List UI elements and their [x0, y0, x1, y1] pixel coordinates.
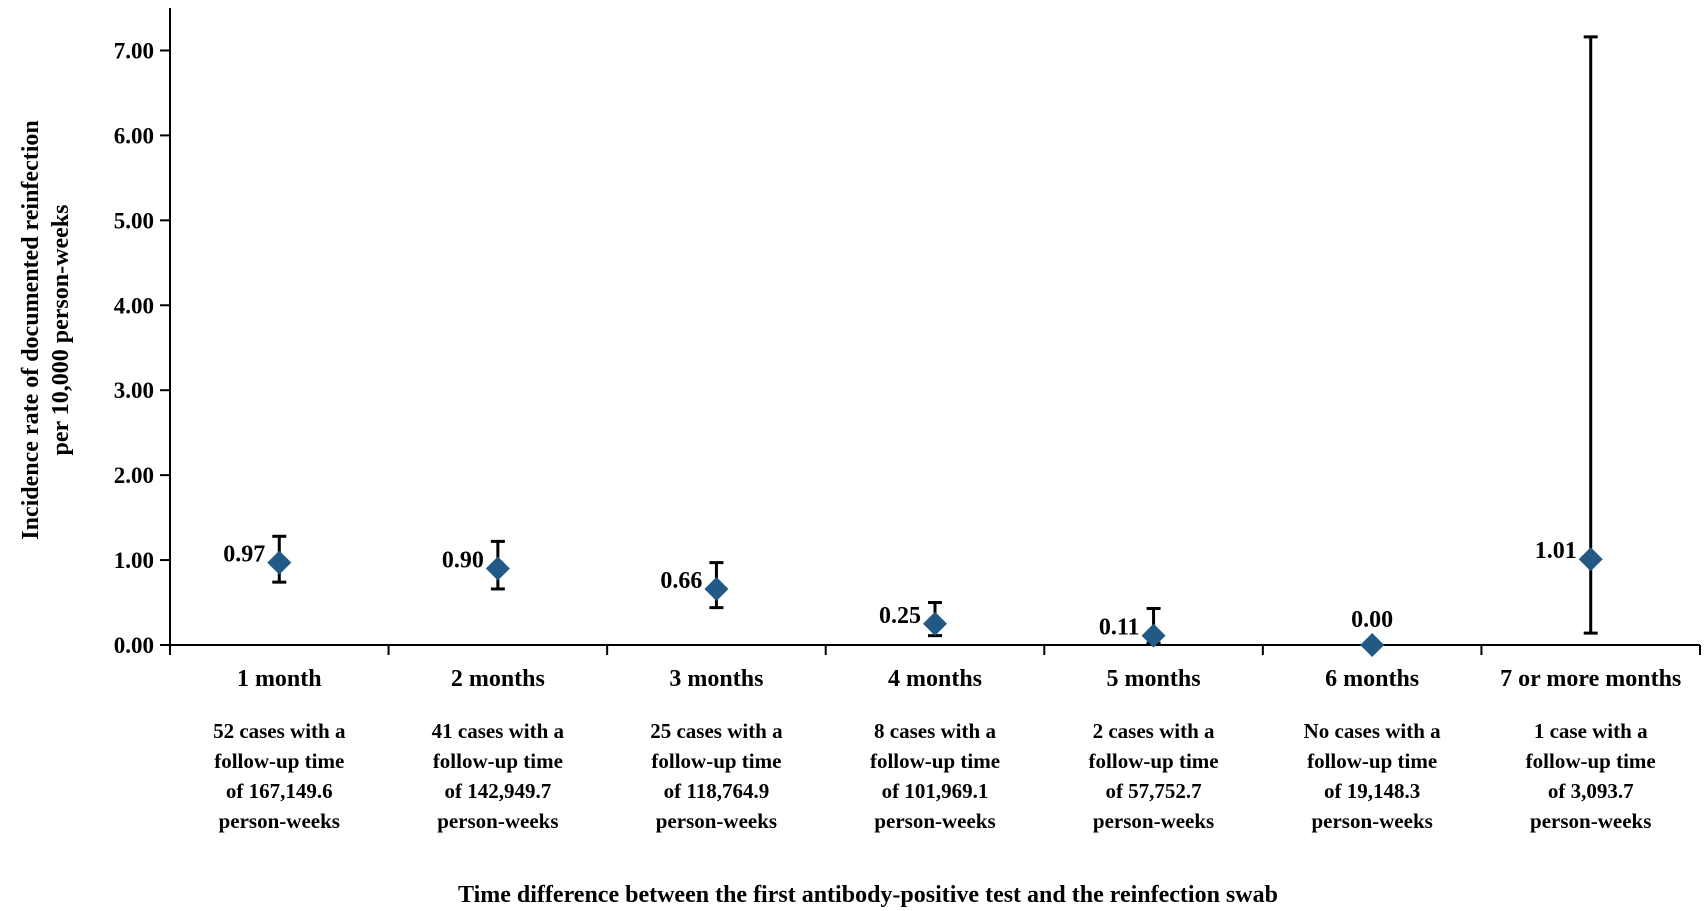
data-point-0[interactable]	[267, 550, 292, 575]
y-tick-label-5: 5.00	[114, 208, 154, 233]
category-note-5-line-0: No cases with a	[1304, 719, 1442, 743]
x-category-label-2: 3 months	[669, 666, 763, 692]
x-category-label-5: 6 months	[1325, 666, 1419, 692]
category-note-6-line-2: of 3,093.7	[1548, 779, 1634, 803]
data-label-3: 0.25	[879, 603, 921, 629]
category-note-6-line-1: follow-up time	[1526, 749, 1656, 773]
x-axis-title: Time difference between the first antibo…	[458, 882, 1278, 908]
data-label-1: 0.90	[442, 548, 484, 574]
category-note-5-line-1: follow-up time	[1307, 749, 1437, 773]
category-note-1-line-0: 41 cases with a	[432, 719, 565, 743]
data-point-2[interactable]	[704, 576, 729, 601]
data-point-1[interactable]	[485, 556, 510, 581]
x-category-label-4: 5 months	[1107, 666, 1201, 692]
data-point-3[interactable]	[923, 611, 947, 636]
category-note-0-line-1: follow-up time	[214, 749, 344, 773]
category-note-4-line-2: of 57,752.7	[1105, 779, 1201, 803]
data-point-5[interactable]	[1360, 633, 1385, 657]
category-note-4-line-3: person-weeks	[1093, 809, 1214, 833]
y-tick-label-2: 2.00	[114, 463, 154, 488]
y-tick-label-7: 7.00	[114, 38, 154, 63]
category-note-3-line-1: follow-up time	[870, 749, 1000, 773]
y-axis-title-line-1: Incidence rate of documented reinfection	[18, 120, 44, 539]
category-note-2-line-3: person-weeks	[656, 809, 777, 833]
data-label-6: 1.01	[1535, 538, 1577, 564]
y-tick-label-0: 0.00	[114, 633, 154, 658]
category-note-4-line-0: 2 cases with a	[1093, 719, 1215, 743]
category-note-1-line-3: person-weeks	[437, 809, 558, 833]
y-axis-title-line-2: per 10,000 person-weeks	[48, 205, 74, 456]
category-note-1-line-2: of 142,949.7	[444, 779, 551, 803]
category-note-3-line-2: of 101,969.1	[882, 779, 989, 803]
category-note-2-line-0: 25 cases with a	[650, 719, 783, 743]
category-note-5-line-2: of 19,148.3	[1324, 779, 1420, 803]
category-note-0-line-3: person-weeks	[219, 809, 340, 833]
category-note-0-line-2: of 167,149.6	[226, 779, 333, 803]
category-note-3-line-0: 8 cases with a	[874, 719, 996, 743]
x-category-label-6: 7 or more months	[1500, 666, 1681, 692]
y-tick-label-3: 3.00	[114, 378, 154, 403]
y-tick-label-6: 6.00	[114, 123, 154, 148]
category-note-3-line-3: person-weeks	[874, 809, 995, 833]
y-tick-label-4: 4.00	[114, 293, 154, 318]
category-note-6-line-0: 1 case with a	[1534, 719, 1648, 743]
x-category-label-0: 1 month	[237, 666, 322, 692]
data-label-4: 0.11	[1099, 615, 1140, 641]
data-point-4[interactable]	[1141, 623, 1166, 648]
category-note-1-line-1: follow-up time	[433, 749, 563, 773]
category-note-0-line-0: 52 cases with a	[213, 719, 346, 743]
x-category-label-3: 4 months	[888, 666, 982, 692]
category-note-2-line-1: follow-up time	[651, 749, 781, 773]
data-label-5: 0.00	[1351, 607, 1393, 633]
data-label-0: 0.97	[223, 542, 265, 568]
y-tick-label-1: 1.00	[114, 548, 154, 573]
data-label-2: 0.66	[660, 568, 702, 594]
category-note-2-line-2: of 118,764.9	[664, 779, 770, 803]
x-category-label-1: 2 months	[451, 666, 545, 692]
category-note-4-line-1: follow-up time	[1089, 749, 1219, 773]
category-note-6-line-3: person-weeks	[1530, 809, 1651, 833]
data-point-6[interactable]	[1578, 547, 1603, 572]
category-note-5-line-3: person-weeks	[1311, 809, 1432, 833]
